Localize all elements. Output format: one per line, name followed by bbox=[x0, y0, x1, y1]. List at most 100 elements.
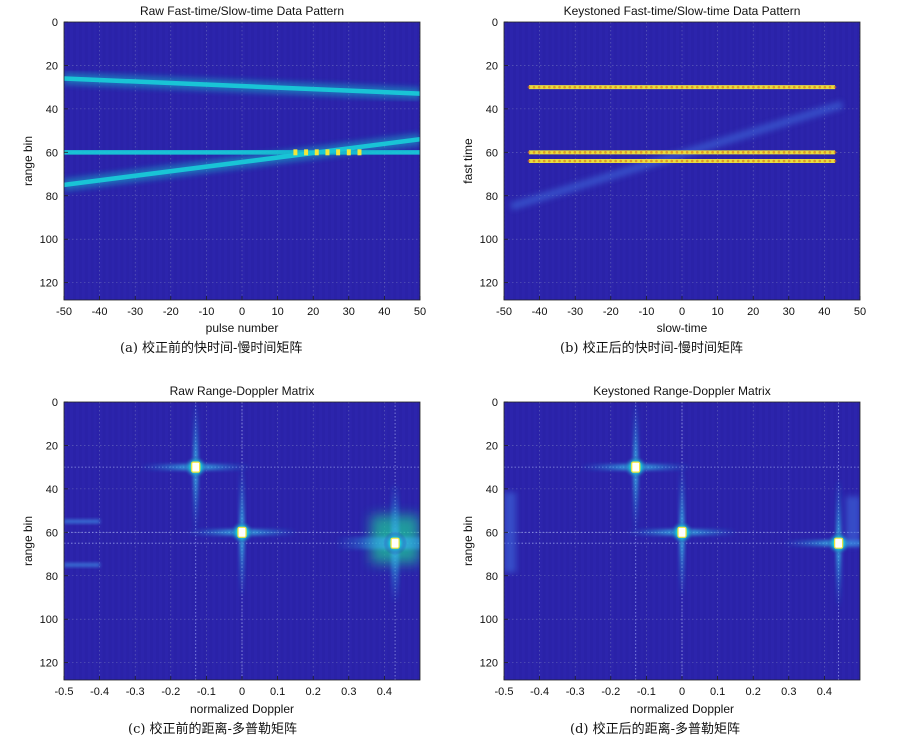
x-tick-label: 50 bbox=[414, 306, 426, 318]
ridge-bead bbox=[696, 85, 699, 89]
texture-stripe bbox=[842, 22, 846, 300]
ridge-bead bbox=[650, 159, 653, 163]
edge-leak bbox=[64, 562, 100, 567]
texture-stripe bbox=[658, 402, 662, 680]
y-tick-label: 20 bbox=[486, 440, 498, 452]
texture-stripe bbox=[93, 22, 97, 300]
x-tick-label: 0.2 bbox=[306, 686, 321, 698]
y-tick-label: 80 bbox=[46, 571, 58, 583]
ridge-bead bbox=[553, 159, 556, 163]
x-axis-label: pulse number bbox=[206, 321, 279, 335]
x-tick-label: -30 bbox=[127, 306, 143, 318]
texture-stripe bbox=[117, 402, 121, 680]
texture-stripe bbox=[705, 402, 709, 680]
ridge-bead bbox=[650, 85, 653, 89]
texture-stripe bbox=[652, 402, 656, 680]
texture-stripe bbox=[848, 22, 852, 300]
texture-stripe bbox=[331, 402, 334, 680]
y-tick-label: 40 bbox=[46, 484, 58, 496]
ridge-bead bbox=[644, 159, 648, 163]
texture-stripe bbox=[307, 402, 311, 680]
texture-stripe bbox=[230, 402, 234, 680]
figure-caption: (c) 校正前的距离-多普勒矩阵 bbox=[128, 721, 297, 737]
texture-stripe bbox=[194, 22, 198, 300]
y-tick-label: 20 bbox=[486, 60, 498, 72]
texture-stripe bbox=[354, 22, 358, 300]
texture-stripe bbox=[259, 402, 263, 680]
ridge-line bbox=[64, 76, 420, 96]
texture-stripe bbox=[378, 22, 382, 300]
texture-stripe bbox=[307, 22, 311, 300]
ridge-bead bbox=[823, 151, 827, 154]
ridge-bead bbox=[532, 85, 536, 89]
ridge-bead bbox=[803, 151, 806, 154]
texture-stripe bbox=[313, 402, 317, 680]
x-tick-label: 10 bbox=[711, 306, 723, 318]
edge-leak bbox=[846, 496, 860, 547]
texture-stripe bbox=[182, 402, 186, 680]
x-tick-label: -0.2 bbox=[601, 686, 620, 698]
ridge-bead bbox=[675, 151, 679, 154]
y-tick-label: 120 bbox=[40, 278, 58, 290]
x-tick-label: -0.1 bbox=[637, 686, 656, 698]
peak-marker bbox=[237, 526, 247, 538]
x-tick-label: 0.4 bbox=[377, 686, 392, 698]
peak-marker bbox=[390, 537, 400, 549]
texture-stripe bbox=[723, 402, 727, 680]
texture-stripe bbox=[527, 402, 531, 680]
texture-stripe bbox=[200, 402, 204, 680]
ridge-bead bbox=[568, 159, 572, 163]
texture-stripe bbox=[105, 402, 109, 680]
ridge-bead bbox=[537, 159, 541, 163]
x-tick-label: 0.4 bbox=[817, 686, 832, 698]
ridge-bead bbox=[537, 151, 541, 154]
x-tick-label: 50 bbox=[854, 306, 866, 318]
texture-stripe bbox=[598, 402, 602, 680]
x-tick-label: -0.3 bbox=[566, 686, 585, 698]
texture-stripe bbox=[854, 22, 858, 300]
y-tick-label: 60 bbox=[486, 147, 498, 159]
texture-stripe bbox=[147, 22, 151, 300]
ridge-bead bbox=[578, 159, 582, 163]
ridge-bead bbox=[696, 159, 699, 163]
texture-stripe bbox=[776, 402, 780, 680]
ridge-bead bbox=[808, 151, 811, 154]
ridge-bead bbox=[685, 151, 689, 154]
y-tick-label: 0 bbox=[492, 17, 498, 29]
ridge-bead bbox=[537, 85, 541, 89]
texture-stripe bbox=[753, 402, 757, 680]
ridge-bead bbox=[609, 151, 612, 154]
ridge-bead bbox=[726, 85, 730, 89]
texture-stripe bbox=[218, 402, 222, 680]
texture-stripe bbox=[206, 402, 210, 680]
texture-stripe bbox=[581, 402, 585, 680]
ridge-bead bbox=[818, 151, 822, 154]
texture-stripe bbox=[699, 402, 703, 680]
ridge-bead bbox=[690, 159, 694, 163]
figure-caption: (a) 校正前的快时间-慢时间矩阵 bbox=[120, 340, 302, 356]
peak-marker bbox=[631, 461, 641, 473]
chart-title: Raw Range-Doppler Matrix bbox=[170, 384, 315, 398]
texture-stripe bbox=[117, 22, 121, 300]
ridge-bead bbox=[670, 151, 674, 154]
texture-stripe bbox=[515, 402, 519, 680]
x-tick-label: 40 bbox=[378, 306, 390, 318]
texture-stripe bbox=[640, 402, 644, 680]
ridge-bead bbox=[731, 151, 735, 154]
y-tick-label: 100 bbox=[40, 234, 58, 246]
texture-stripe bbox=[194, 402, 198, 680]
ridge-bead bbox=[757, 151, 760, 154]
panel-b: -50 -40 -30 -20 -10 0 10 20 30 40 50 0 20 40 60 80 100 12… bbox=[461, 4, 866, 356]
x-tick-label: 20 bbox=[747, 306, 759, 318]
texture-stripe bbox=[711, 402, 715, 680]
texture-stripe bbox=[141, 402, 145, 680]
ridge-line bbox=[64, 137, 420, 188]
ridge-bead bbox=[818, 159, 822, 163]
ridge-bead bbox=[813, 85, 816, 89]
ridge-bead bbox=[629, 151, 633, 154]
texture-stripe bbox=[319, 22, 323, 300]
texture-stripe bbox=[123, 402, 127, 680]
x-tick-label: 0.2 bbox=[746, 686, 761, 698]
ridge-bead bbox=[614, 151, 617, 154]
ridge-bead bbox=[685, 159, 689, 163]
